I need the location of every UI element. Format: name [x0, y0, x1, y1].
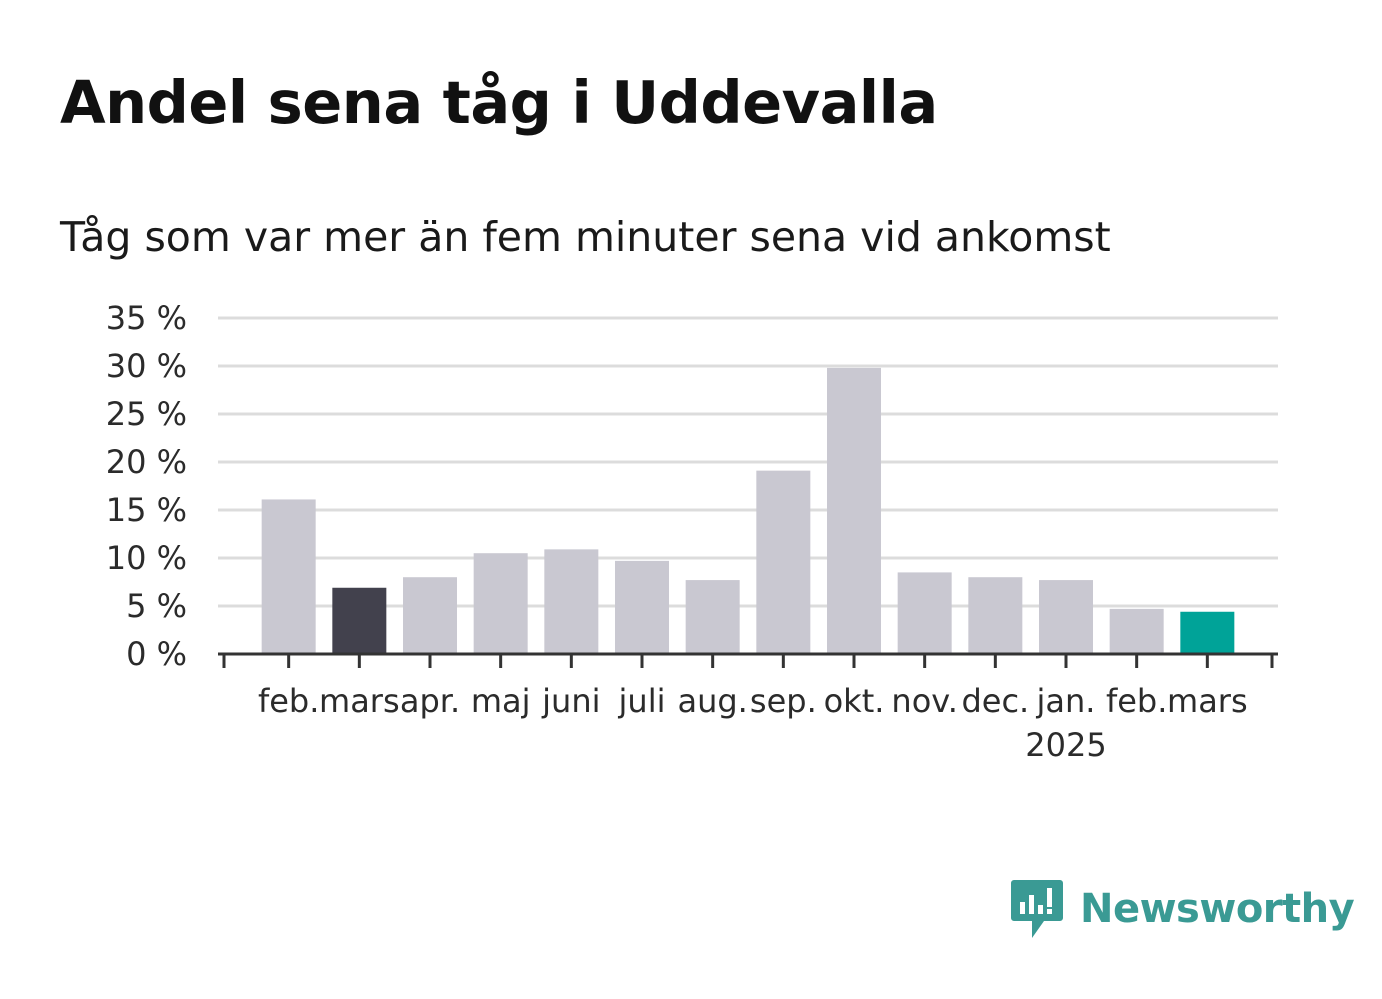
- bar: [544, 549, 599, 654]
- x-tick-label: jan.: [1036, 682, 1096, 720]
- bar: [968, 577, 1023, 654]
- bar: [1039, 580, 1093, 654]
- y-tick-label: 20 %: [106, 443, 187, 481]
- x-tick-label: mars: [319, 682, 400, 720]
- newsworthy-logo-icon: [1011, 880, 1063, 938]
- x-tick-label: maj: [471, 682, 531, 720]
- x-tick-label: sep.: [750, 682, 817, 720]
- chart-title: Andel sena tåg i Uddevalla: [60, 68, 938, 137]
- x-tick-label: apr.: [400, 682, 460, 720]
- bar: [756, 470, 811, 654]
- bar: [1109, 608, 1164, 654]
- brand-logo: Newsworthy: [1010, 878, 1355, 940]
- x-tick-label: feb.: [1106, 682, 1167, 720]
- y-tick-label: 30 %: [106, 347, 187, 385]
- bar: [403, 577, 457, 654]
- bar: [261, 499, 316, 654]
- bar: [685, 580, 740, 654]
- x-tick-label: dec.: [961, 682, 1029, 720]
- bar: [1180, 611, 1235, 654]
- x-tick-label: feb.: [258, 682, 319, 720]
- bar: [615, 560, 669, 654]
- y-tick-label: 10 %: [106, 539, 187, 577]
- y-tick-label: 0 %: [126, 635, 187, 673]
- y-tick-label: 35 %: [106, 299, 187, 337]
- y-tick-label: 15 %: [106, 491, 187, 529]
- x-tick-sublabel: 2025: [1025, 726, 1106, 764]
- y-tick-label: 25 %: [106, 395, 187, 433]
- chart-subtitle: Tåg som var mer än fem minuter sena vid …: [60, 213, 1111, 261]
- bar: [827, 367, 881, 654]
- x-tick-label: okt.: [824, 682, 885, 720]
- bar: [897, 572, 952, 654]
- x-tick-label: mars: [1167, 682, 1248, 720]
- brand-name: Newsworthy: [1080, 886, 1355, 932]
- bar: [473, 553, 528, 654]
- x-tick-label: nov.: [891, 682, 957, 720]
- x-tick-label: juli: [618, 682, 666, 720]
- x-tick-label: aug.: [677, 682, 747, 720]
- bar: [332, 587, 387, 654]
- x-tick-label: juni: [541, 682, 600, 720]
- y-tick-label: 5 %: [126, 587, 187, 625]
